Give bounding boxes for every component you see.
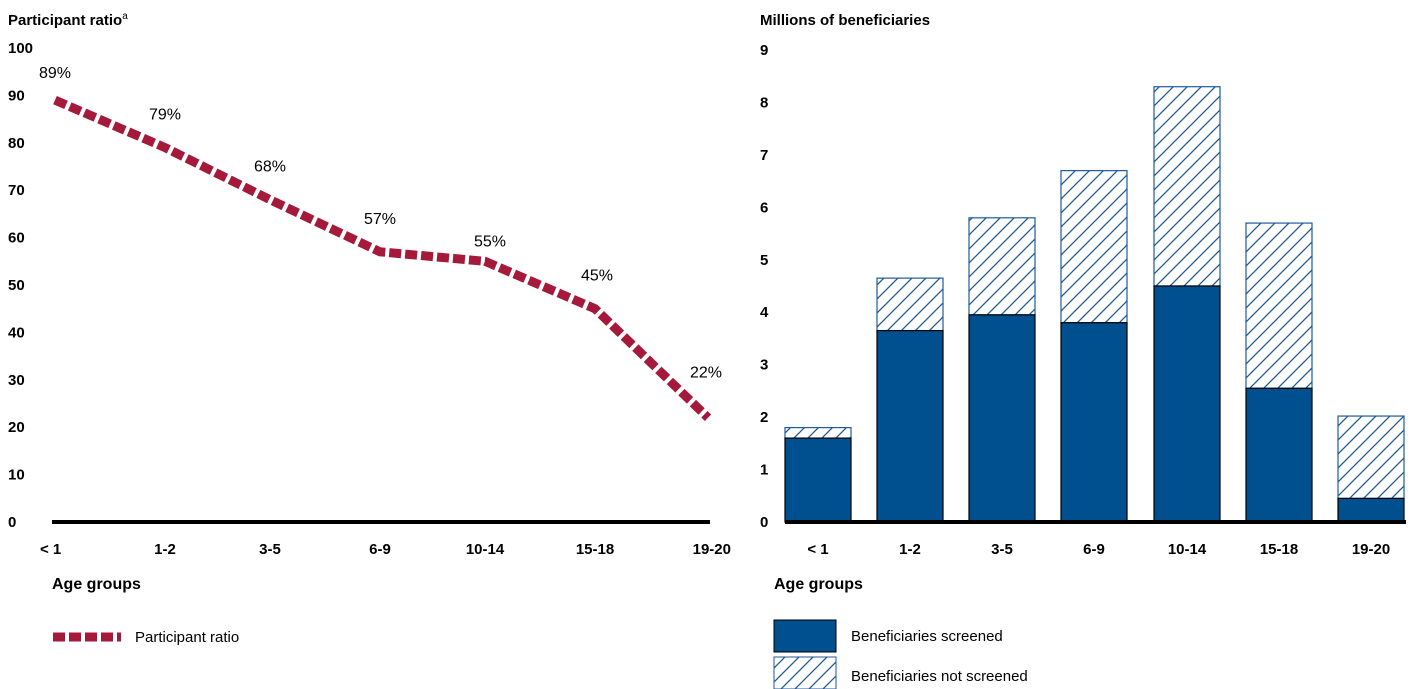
left-y-tick: 20 bbox=[8, 419, 25, 436]
left-y-tick: 0 bbox=[8, 514, 16, 531]
bar-not-screened bbox=[968, 217, 1036, 316]
left-x-tick: 6-9 bbox=[369, 541, 391, 558]
right-x-tick: 1-2 bbox=[899, 541, 921, 558]
right-y-tick: 0 bbox=[760, 514, 768, 531]
left-y-tick: 80 bbox=[8, 135, 25, 152]
right-legend: Beneficiaries screened Beneficiaries not… bbox=[773, 619, 1028, 689]
right-x-tick: 3-5 bbox=[991, 541, 1013, 558]
left-data-label: 22% bbox=[690, 365, 722, 382]
left-x-axis-title: Age groups bbox=[52, 576, 141, 593]
bar-not-screened bbox=[1060, 170, 1128, 324]
bar-not-screened bbox=[1337, 415, 1405, 500]
right-x-axis-title: Age groups bbox=[774, 576, 863, 593]
left-y-tick: 60 bbox=[8, 230, 25, 247]
left-x-tick: 3-5 bbox=[259, 541, 281, 558]
right-x-tick-labels: < 1 1-2 3-5 6-9 10-14 15-18 19-20 bbox=[807, 541, 1390, 558]
left-y-tick: 40 bbox=[8, 324, 25, 341]
right-y-tick: 7 bbox=[760, 147, 768, 164]
legend-label-participant-ratio: Participant ratio bbox=[135, 629, 239, 646]
left-y-tick: 50 bbox=[8, 277, 25, 294]
bar-screened bbox=[876, 329, 944, 523]
participant-ratio-line bbox=[53, 96, 712, 421]
left-x-tick: 15-18 bbox=[576, 541, 614, 558]
bar-screened bbox=[784, 437, 852, 523]
left-data-label: 68% bbox=[254, 159, 286, 176]
bar-not-screened bbox=[784, 427, 852, 439]
right-y-tick: 3 bbox=[760, 357, 768, 374]
left-data-label: 89% bbox=[39, 65, 71, 82]
left-legend: Participant ratio bbox=[53, 629, 239, 646]
left-y-tick: 30 bbox=[8, 372, 25, 389]
right-y-tick: 8 bbox=[760, 94, 768, 111]
bar-not-screened bbox=[1245, 222, 1313, 389]
right-y-tick: 2 bbox=[760, 409, 768, 426]
legend-label-not-screened: Beneficiaries not screened bbox=[851, 668, 1028, 685]
left-y-tick: 90 bbox=[8, 87, 25, 104]
bar-screened bbox=[1060, 322, 1128, 523]
bar-screened bbox=[1337, 497, 1405, 523]
legend-label-screened: Beneficiaries screened bbox=[851, 628, 1003, 645]
left-x-tick: < 1 bbox=[40, 541, 61, 558]
left-data-label: 55% bbox=[474, 233, 506, 250]
bar-screened bbox=[1153, 285, 1221, 523]
left-y-tick: 70 bbox=[8, 182, 25, 199]
legend-swatch-not-screened bbox=[773, 656, 837, 689]
left-y-tick: 100 bbox=[8, 40, 33, 57]
right-y-tick: 9 bbox=[760, 42, 768, 59]
legend-swatch-screened bbox=[773, 619, 837, 653]
bar-screened bbox=[968, 314, 1036, 523]
beneficiaries-chart: Millions of beneficiaries 0 1 2 3 4 5 6 7 8 9 < 1… bbox=[760, 12, 1406, 689]
right-x-tick: 15-18 bbox=[1260, 541, 1298, 558]
left-data-label: 79% bbox=[149, 107, 181, 124]
participant-ratio-chart: Participant ratioa 0 10 20 30 40 50 60 70 80 90 10… bbox=[8, 11, 731, 646]
left-data-labels: 89% 79% 68% 57% 55% 45% 22% bbox=[39, 65, 722, 382]
right-x-tick: 6-9 bbox=[1083, 541, 1105, 558]
bar-screened bbox=[1245, 387, 1313, 523]
left-y-tick-labels: 0 10 20 30 40 50 60 70 80 90 100 bbox=[8, 40, 33, 531]
left-x-tick: 10-14 bbox=[466, 541, 505, 558]
right-y-tick-labels: 0 1 2 3 4 5 6 7 8 9 bbox=[760, 42, 769, 531]
right-y-tick: 4 bbox=[760, 304, 769, 321]
right-y-tick: 1 bbox=[760, 462, 768, 479]
bar-not-screened bbox=[876, 277, 944, 332]
right-x-tick: 10-14 bbox=[1168, 541, 1207, 558]
right-x-tick: 19-20 bbox=[1352, 541, 1390, 558]
left-x-tick: 19-20 bbox=[693, 541, 731, 558]
left-y-tick: 10 bbox=[8, 467, 25, 484]
left-x-tick: 1-2 bbox=[154, 541, 176, 558]
left-x-tick-labels: < 1 1-2 3-5 6-9 10-14 15-18 19-20 bbox=[40, 541, 731, 558]
bar-not-screened bbox=[1153, 86, 1221, 287]
right-bars bbox=[784, 86, 1405, 523]
right-y-tick: 6 bbox=[760, 199, 768, 216]
right-y-tick: 5 bbox=[760, 252, 768, 269]
left-data-label: 57% bbox=[364, 211, 396, 228]
right-x-tick: < 1 bbox=[807, 541, 828, 558]
left-y-axis-title: Participant ratioa bbox=[8, 11, 128, 29]
right-y-axis-title: Millions of beneficiaries bbox=[760, 12, 930, 29]
left-data-label: 45% bbox=[581, 268, 613, 285]
